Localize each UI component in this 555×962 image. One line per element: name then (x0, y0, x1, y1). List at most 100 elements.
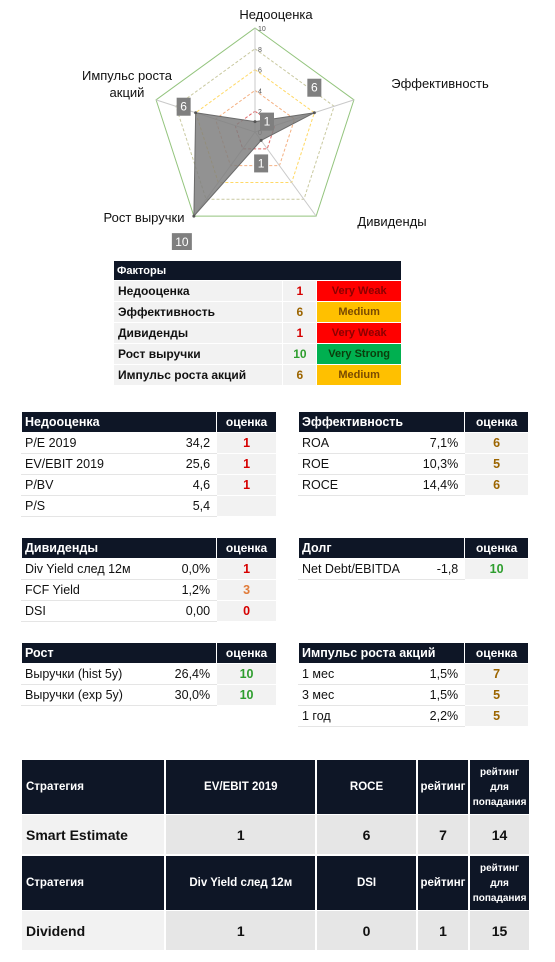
radar-data-label: 6 (176, 97, 191, 116)
factor-name: Рост выручки (112, 343, 284, 365)
factor-row: Эффективность 6 Medium (112, 301, 402, 323)
strategy-metric2-value: 0 (315, 910, 418, 951)
strategy-header-label: Стратегия (21, 855, 166, 911)
strategy-required-header: рейтинг для попадания (468, 855, 531, 911)
strategy-metric1-value: 1 (164, 910, 317, 951)
factor-score: 6 (282, 364, 318, 386)
factor-rating-badge: Medium (316, 301, 402, 323)
radar-ring-10 (155, 27, 355, 217)
factors-header: Факторы (113, 260, 402, 281)
metric-row: ROCE 14,4% 6 (297, 474, 529, 496)
metric-score: 10 (464, 558, 529, 580)
momentum-score-header: оценка (464, 642, 529, 664)
growth-score-header: оценка (216, 642, 277, 664)
radar-axis-label: Рост выручки (104, 210, 185, 225)
factor-score: 6 (282, 301, 318, 323)
debt-table: Долг оценка Net Debt/EBITDA -1,8 10 (297, 537, 529, 580)
factor-score: 1 (282, 322, 318, 344)
radar-tick-label: 6 (258, 68, 262, 75)
metric-score: 1 (216, 558, 277, 580)
metric-row: 3 мес 1,5% 5 (297, 684, 529, 706)
strategy-metric2-value: 6 (315, 814, 418, 855)
metric-name: Выручки (hist 5y) (20, 663, 166, 685)
metric-name: Div Yield след 12м (20, 558, 166, 580)
momentum-table: Импульс роста акций оценка 1 мес 1,5% 7 … (297, 642, 529, 727)
radar-data-label: 1 (254, 154, 269, 173)
metric-row: P/E 2019 34,2 1 (20, 432, 277, 454)
factors-table: Факторы Недооценка 1 Very Weak Эффективност… (112, 260, 402, 386)
factor-rating-badge: Very Weak (316, 280, 402, 302)
metric-value: 25,6 (164, 453, 218, 475)
metric-value: 7,1% (410, 432, 466, 454)
metric-name: 1 мес (297, 663, 412, 685)
radar-point (312, 111, 316, 115)
metric-value: 2,2% (410, 705, 466, 727)
strategy-required-value: 15 (468, 910, 531, 951)
metric-name: 1 год (297, 705, 412, 727)
metric-score: 3 (216, 579, 277, 601)
metric-score: 10 (216, 684, 277, 706)
metric-score: 6 (464, 432, 529, 454)
radar-spoke (254, 131, 317, 217)
metric-value: 30,0% (164, 684, 218, 706)
efficiency-title: Эффективность (297, 411, 466, 433)
metric-row: DSI 0,00 0 (20, 600, 277, 622)
metric-value: 26,4% (164, 663, 218, 685)
valuation-table: Недооценка оценка P/E 2019 34,2 1 EV/EBI… (20, 411, 277, 517)
metric-value: 14,4% (410, 474, 466, 496)
metric-row: Net Debt/EBITDA -1,8 10 (298, 558, 529, 580)
metric-name: ROA (297, 432, 412, 454)
metric-row: EV/EBIT 2019 25,6 1 (20, 453, 277, 475)
growth-title: Рост (20, 642, 218, 664)
radar-series-area (193, 112, 315, 218)
factor-name: Эффективность (112, 301, 284, 323)
strategy-rating-header: рейтинг (415, 759, 470, 815)
metric-score: 7 (464, 663, 529, 685)
strategy-header-label: Стратегия (21, 759, 166, 815)
factor-rating-badge: Very Strong (316, 343, 402, 365)
metric-name: EV/EBIT 2019 (20, 453, 166, 475)
metric-row: 1 год 2,2% 5 (297, 705, 529, 727)
efficiency-score-header: оценка (464, 411, 529, 433)
metric-score (216, 495, 277, 517)
metric-score: 1 (216, 453, 277, 475)
metric-row: P/BV 4,6 1 (20, 474, 277, 496)
radar-ring-6 (195, 68, 315, 183)
factor-row: Импульс роста акций 6 Medium (112, 364, 402, 386)
factor-score: 1 (282, 280, 318, 302)
radar-point (194, 111, 198, 115)
momentum-title: Импульс роста акций (297, 642, 466, 664)
factor-name: Импульс роста акций (112, 364, 284, 386)
metric-name: P/S (20, 495, 166, 517)
strategy-rating-value: 7 (415, 814, 470, 855)
strategy-metric2-header: DSI (315, 855, 418, 911)
svg-text:6: 6 (180, 100, 187, 114)
strategy-name: Dividend (21, 910, 166, 951)
metric-row: Div Yield след 12м 0,0% 1 (20, 558, 277, 580)
metric-score: 1 (216, 432, 277, 454)
metric-row: ROE 10,3% 5 (297, 453, 529, 475)
strategy-rating-header: рейтинг (415, 855, 470, 911)
metric-row: 1 мес 1,5% 7 (297, 663, 529, 685)
metric-score: 1 (216, 474, 277, 496)
svg-text:6: 6 (311, 81, 318, 95)
strategy-required-value: 14 (468, 814, 531, 855)
strategy-rating-value: 1 (415, 910, 470, 951)
growth-table: Рост оценка Выручки (hist 5y) 26,4% 10 В… (20, 642, 277, 706)
factor-rating-badge: Medium (316, 364, 402, 386)
metric-name: 3 мес (297, 684, 412, 706)
factor-row: Рост выручки 10 Very Strong (112, 343, 402, 365)
metric-name: ROCE (297, 474, 412, 496)
efficiency-table: Эффективность оценка ROA 7,1% 6 ROE 10,3… (297, 411, 529, 496)
metric-value: 0,00 (164, 600, 218, 622)
metric-name: ROE (297, 453, 412, 475)
metric-value: 1,2% (164, 579, 218, 601)
strategy-metric1-value: 1 (164, 814, 317, 855)
factor-row: Недооценка 1 Very Weak (112, 280, 402, 302)
metric-row: ROA 7,1% 6 (297, 432, 529, 454)
valuation-title: Недооценка (20, 411, 218, 433)
radar-point (192, 214, 196, 218)
strategy-table-dividend: Стратегия Div Yield след 12м DSI рейтинг… (21, 855, 531, 951)
metric-row: Выручки (hist 5y) 26,4% 10 (20, 663, 277, 685)
strategy-required-header: рейтинг для попадания (468, 759, 531, 815)
